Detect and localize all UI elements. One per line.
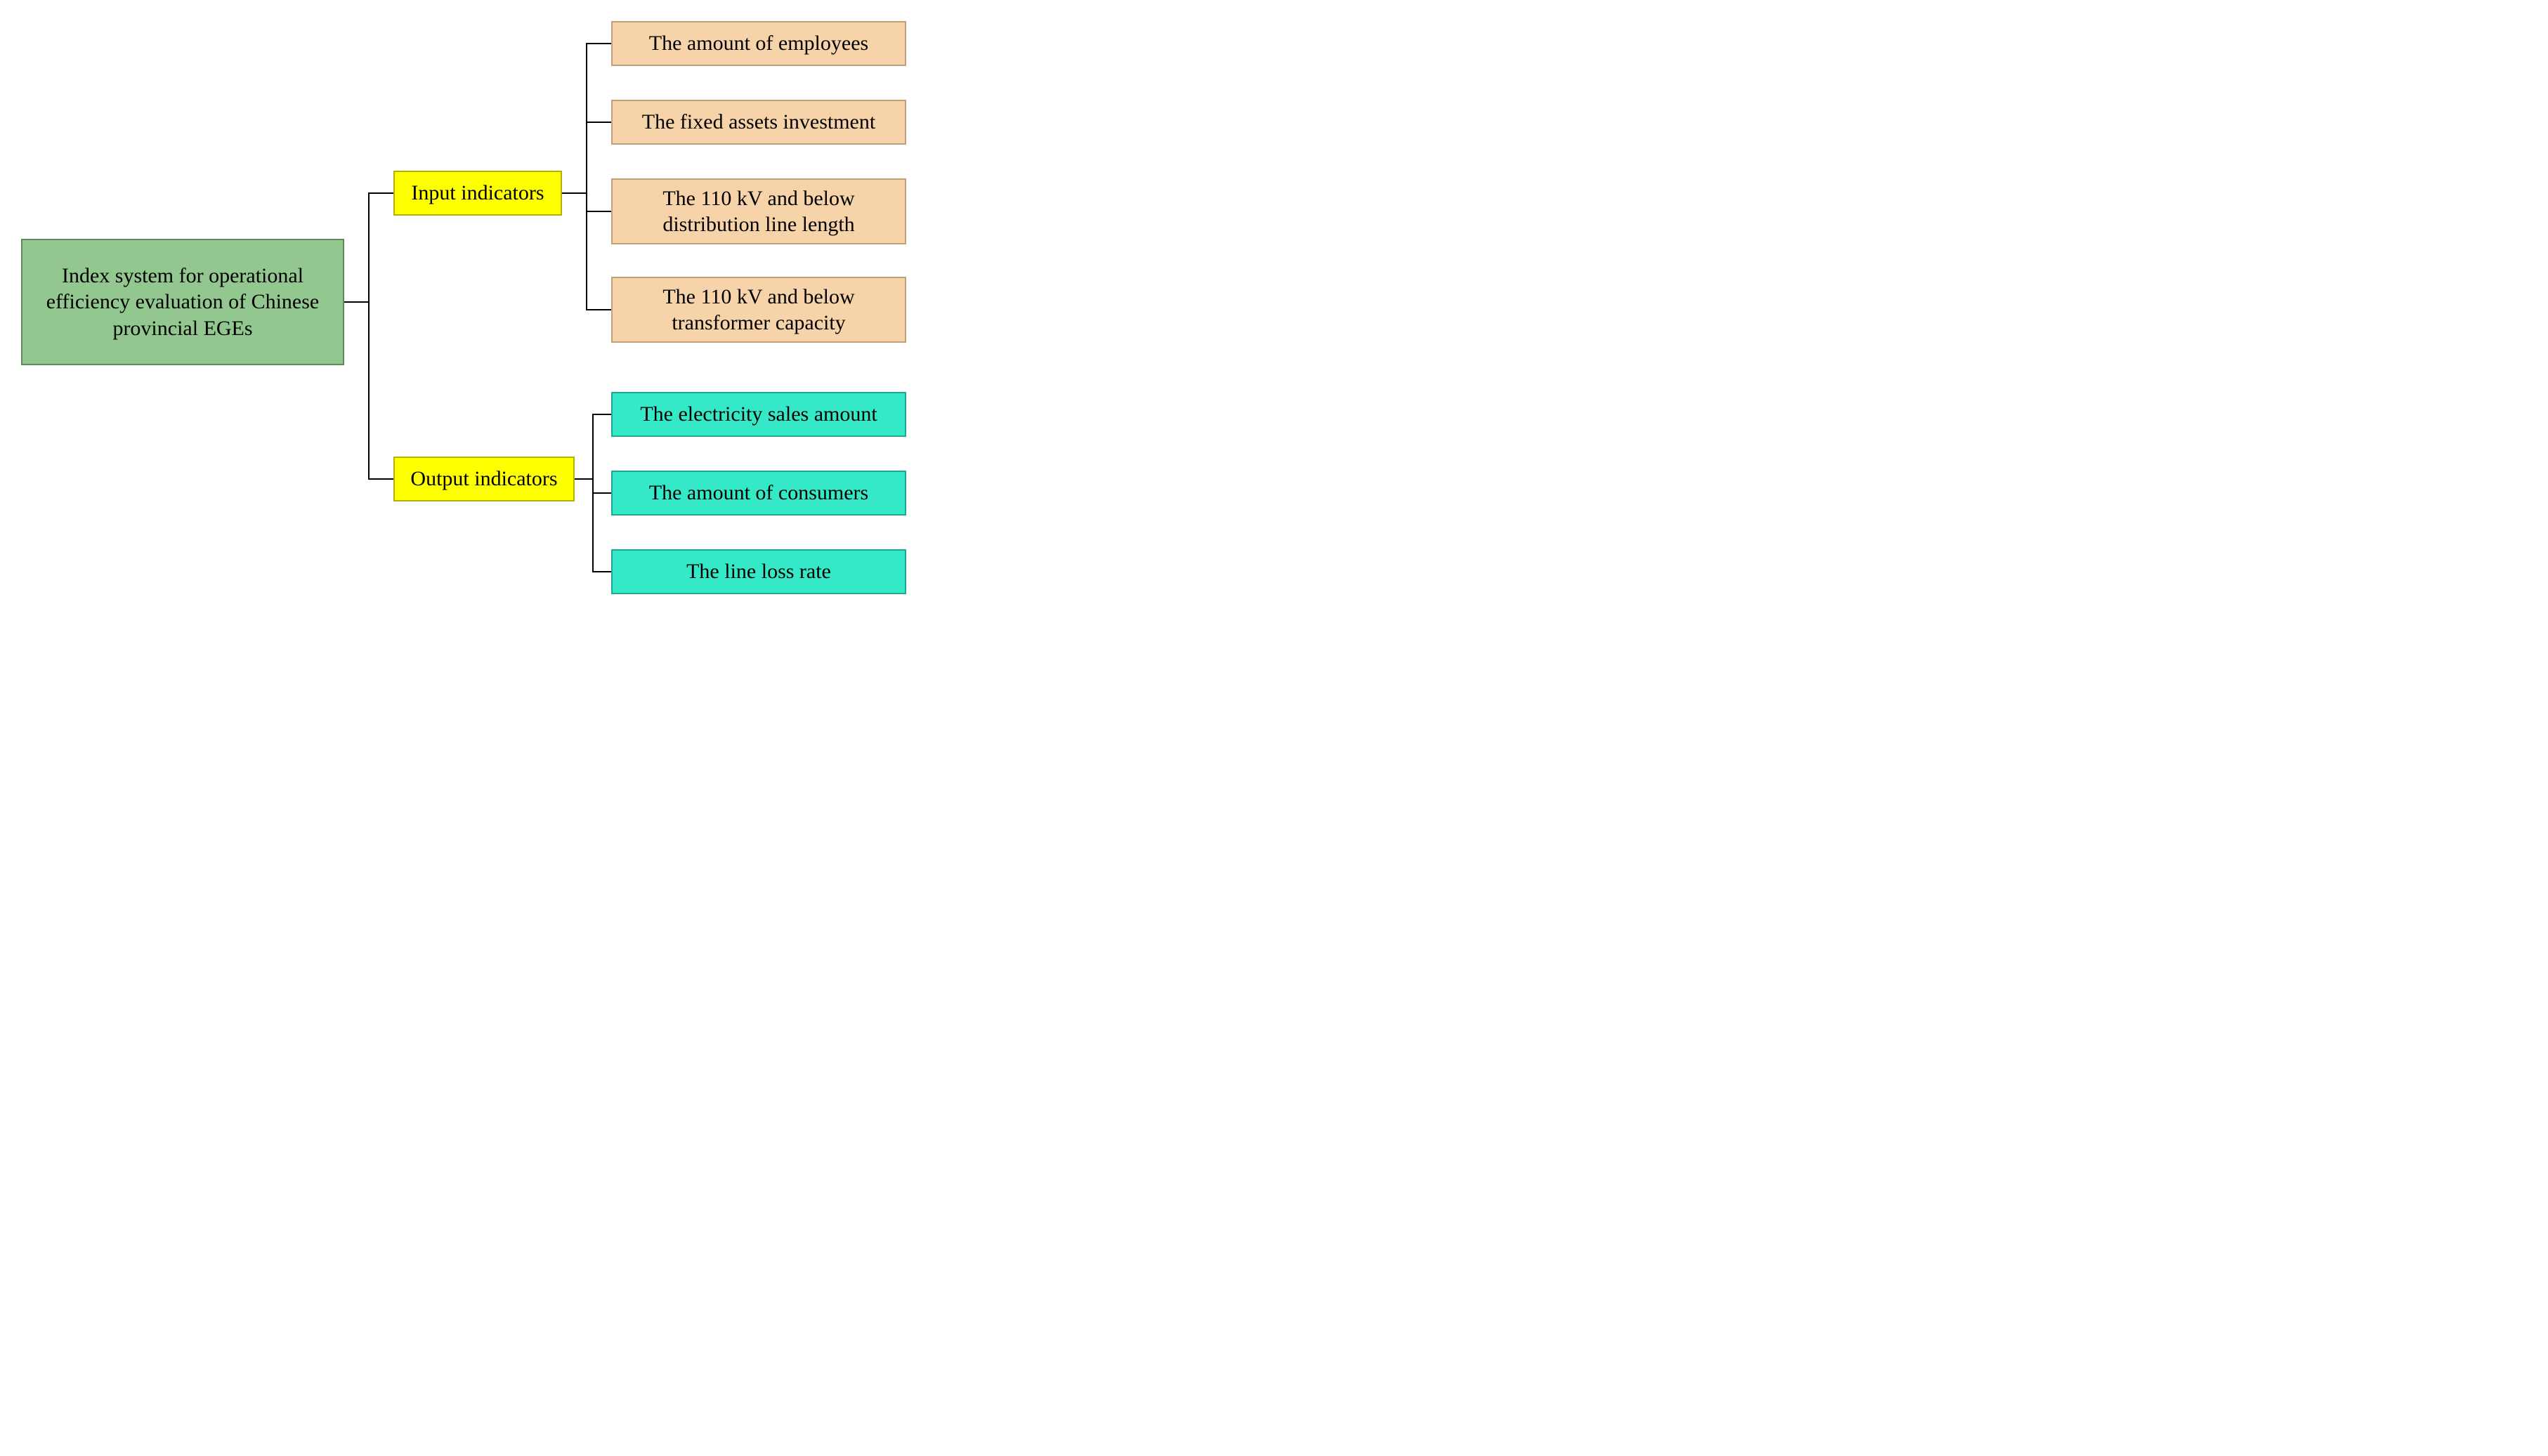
output-leaf-line-loss: The line loss rate <box>611 549 906 594</box>
input-leaf-fixed-assets: The fixed assets investment <box>611 100 906 145</box>
input-leaf-employees: The amount of employees <box>611 21 906 66</box>
input-leaf-line-length: The 110 kV and below distribution line l… <box>611 178 906 244</box>
output-leaf-electricity-sales: The electricity sales amount <box>611 392 906 437</box>
output-leaf-consumers: The amount of consumers <box>611 471 906 516</box>
input-indicators-node: Input indicators <box>393 171 562 216</box>
diagram-stage: Index system for operational efficiency … <box>0 0 1082 618</box>
root-node: Index system for operational efficiency … <box>21 239 344 365</box>
input-leaf-transformer-capacity: The 110 kV and below transformer capacit… <box>611 277 906 343</box>
output-indicators-node: Output indicators <box>393 457 575 501</box>
